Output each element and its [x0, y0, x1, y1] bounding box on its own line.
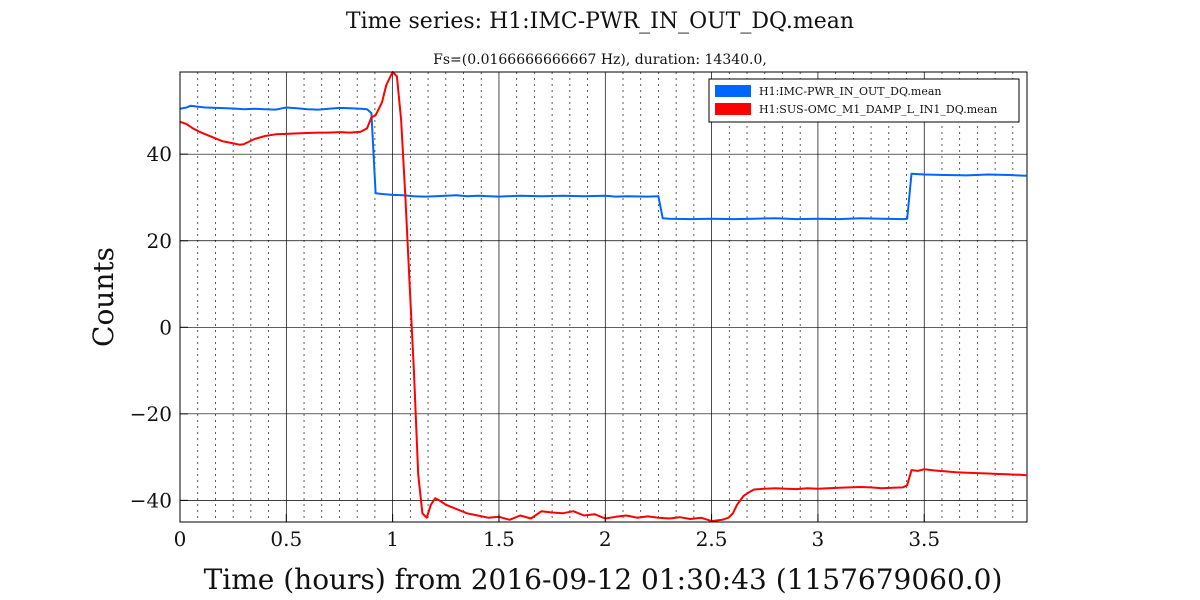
x-axis-label: Time (hours) from 2016-09-12 01:30:43 (1…: [204, 563, 1003, 596]
legend-swatch-1: [715, 85, 751, 97]
x-tick-label: 3: [812, 527, 825, 551]
y-tick-label: 20: [147, 229, 172, 253]
plot-frame: [179, 71, 1028, 523]
x-tick-label: 0: [174, 527, 187, 551]
y-tick-label: −40: [130, 488, 172, 512]
legend-box: [708, 78, 1020, 123]
series-layer: [179, 71, 1027, 523]
x-tick-label: 2.5: [696, 527, 728, 551]
ticks: 0 0.5 1 1.5 2 2.5 3 3.5 −40 −20 0 20 40: [130, 142, 940, 551]
x-tick-label: 3.5: [908, 527, 940, 551]
series-line-2: [179, 71, 1027, 523]
x-tick-label: 1: [386, 527, 399, 551]
y-tick-label: 40: [147, 142, 172, 166]
chart-title: Time series: H1:IMC-PWR_IN_OUT_DQ.mean: [346, 9, 854, 34]
grid: [179, 72, 1027, 522]
x-tick-label: 1.5: [483, 527, 515, 551]
legend: H1:IMC-PWR_IN_OUT_DQ.mean H1:SUS-OMC_M1_D…: [708, 78, 1020, 123]
legend-label-2: H1:SUS-OMC_M1_DAMP_L_IN1_DQ.mean: [759, 103, 997, 116]
legend-label-1: H1:IMC-PWR_IN_OUT_DQ.mean: [759, 85, 942, 98]
y-tick-label: −20: [130, 402, 172, 426]
y-tick-label: 0: [159, 315, 172, 339]
chart-subtitle: Fs=(0.0166666666667 Hz), duration: 14340…: [433, 52, 767, 68]
legend-swatch-2: [715, 103, 751, 115]
y-axis-label: Counts: [87, 247, 120, 347]
x-tick-label: 0.5: [270, 527, 302, 551]
series-line-1: [179, 104, 1027, 221]
x-tick-label: 2: [599, 527, 612, 551]
